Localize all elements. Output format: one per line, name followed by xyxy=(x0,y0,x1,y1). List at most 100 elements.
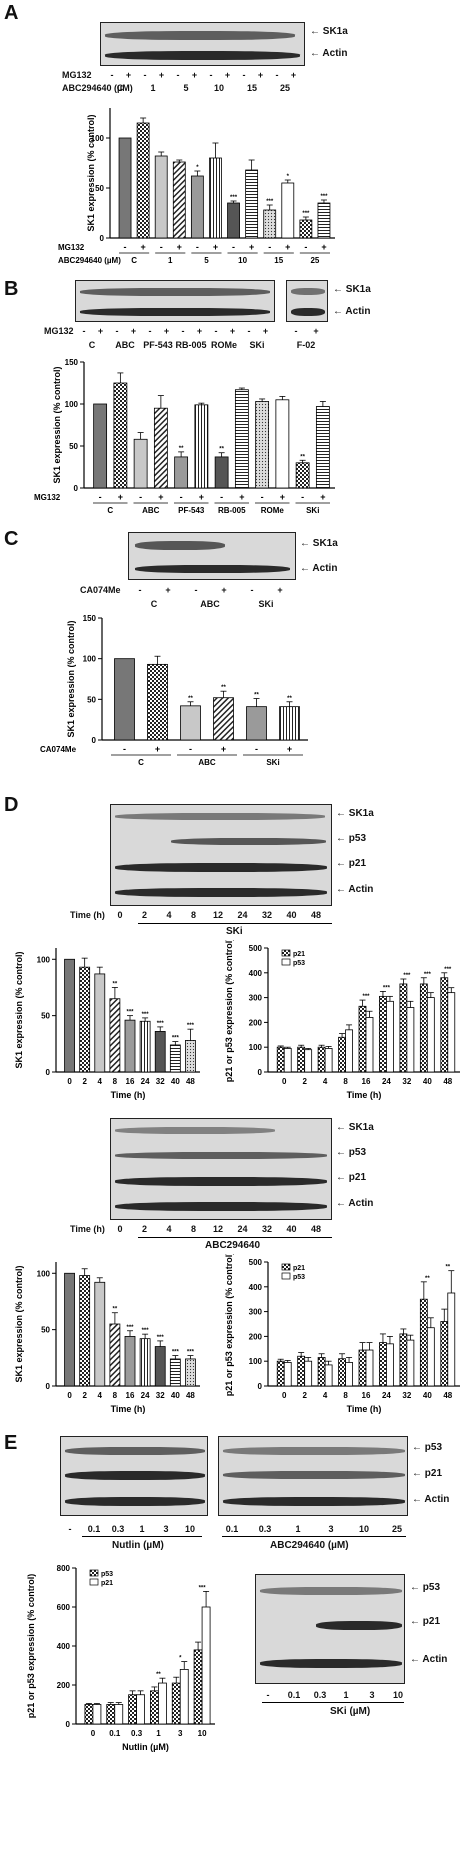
band-label-actin-c: ← Actin xyxy=(300,563,338,574)
legend-label: p53 xyxy=(293,960,305,967)
abc-dose: 15 xyxy=(246,83,257,93)
y-tick-label: 500 xyxy=(249,944,263,953)
bar xyxy=(190,175,204,239)
nutlin-dose: 1 xyxy=(139,1524,145,1534)
chart-p21-p53-nutlin: 0 200 400 600 800 p21 or p53 expression (% co… xyxy=(26,1564,215,1752)
bar xyxy=(194,404,209,489)
x-tick-label: 0 xyxy=(67,1391,72,1400)
sign-label: - xyxy=(180,492,183,502)
x-tick-label: 24 xyxy=(382,1391,391,1400)
sign-label: + xyxy=(177,242,182,252)
y-tick-label: 200 xyxy=(249,1332,263,1341)
abc-dose: 1 xyxy=(295,1524,301,1534)
time-point: 32 xyxy=(261,1224,272,1234)
bar xyxy=(179,1669,189,1725)
y-axis-label: p21 or p53 expression (% control) xyxy=(224,1254,234,1396)
nutlin-underline xyxy=(82,1536,202,1537)
significance-label: ** xyxy=(287,696,292,702)
bar xyxy=(283,1362,292,1387)
sign-label: - xyxy=(99,492,102,502)
band-d-ski-actin-label: ← Actin xyxy=(336,884,374,895)
bar xyxy=(440,977,449,1073)
western-blot-b xyxy=(75,280,275,322)
ski-dose: 1 xyxy=(343,1690,349,1700)
x-tick-label: 2 xyxy=(82,1391,87,1400)
group-label: SKi xyxy=(306,506,319,515)
nutlin-dose: 3 xyxy=(163,1524,169,1534)
band-e-ski-actin-label: ← Actin xyxy=(410,1654,448,1665)
ski-dose: 3 xyxy=(369,1690,375,1700)
band-d-ski-sk1a-label: ← SK1a xyxy=(336,808,374,819)
bar xyxy=(255,401,270,489)
y-tick-label: 0 xyxy=(46,1068,51,1077)
nutlin-dose: 10 xyxy=(184,1524,195,1534)
sign-label: - xyxy=(301,492,304,502)
treatment-label: RB-005 xyxy=(175,340,207,350)
x-tick-label: 48 xyxy=(186,1077,195,1086)
y-tick-label: 400 xyxy=(249,969,263,978)
x-tick-label: 0 xyxy=(282,1391,287,1400)
sign-label: - xyxy=(196,242,199,252)
nutlin-label-e: Nutlin (µM) xyxy=(112,1540,164,1551)
significance-label: *** xyxy=(157,1021,165,1027)
ca074me-sign: - xyxy=(194,585,198,595)
significance-label: ** xyxy=(188,696,193,702)
significance-label: ** xyxy=(179,446,184,452)
abc-dose: 25 xyxy=(391,1524,402,1534)
bar xyxy=(419,983,428,1073)
sign-label: - xyxy=(124,242,127,252)
y-tick-label: 50 xyxy=(69,442,78,451)
y-tick-label: 100 xyxy=(37,1269,51,1278)
ca074me-sign: - xyxy=(250,585,254,595)
x-tick-label: 24 xyxy=(382,1077,391,1086)
legend-label: p21 xyxy=(293,1265,305,1272)
significance-label: *** xyxy=(230,195,238,201)
bar xyxy=(245,169,259,239)
bar xyxy=(317,1357,326,1387)
group-label: C xyxy=(107,506,113,515)
x-axis-label: Nutlin (µM) xyxy=(122,1742,169,1752)
drug-underline-d-ski xyxy=(138,923,332,924)
group-label: C xyxy=(138,758,144,767)
band-label-actin-a: ← Actin xyxy=(310,48,348,59)
bar xyxy=(154,1031,166,1073)
sign-label: + xyxy=(320,492,325,502)
group-label: ROMe xyxy=(261,506,285,515)
group-label: 25 xyxy=(310,256,319,265)
bar xyxy=(109,1323,121,1387)
bar xyxy=(201,1606,211,1725)
bar xyxy=(324,1048,333,1073)
bar xyxy=(275,399,290,489)
time-point: 12 xyxy=(212,1224,223,1234)
abc-underline xyxy=(222,1536,406,1537)
bar xyxy=(234,389,249,489)
bar xyxy=(124,1336,136,1387)
x-tick-label: 32 xyxy=(402,1391,411,1400)
bar xyxy=(94,1281,106,1387)
bar xyxy=(214,456,229,489)
y-tick-label: 50 xyxy=(41,1326,50,1335)
bar xyxy=(172,161,186,239)
group-label: RB-005 xyxy=(218,506,246,515)
bar xyxy=(169,1044,181,1073)
legend-swatch xyxy=(281,1272,291,1280)
x-tick-label: 16 xyxy=(126,1077,135,1086)
mg132-sign: + xyxy=(130,326,137,336)
western-blot-a xyxy=(100,22,305,66)
time-point: 0 xyxy=(117,1224,123,1234)
significance-label: *** xyxy=(403,973,411,979)
significance-label: ** xyxy=(113,1307,118,1313)
y-tick-label: 0 xyxy=(46,1382,51,1391)
time-point: 8 xyxy=(190,1224,196,1234)
band-label-sk1a-c: ← SK1a xyxy=(300,538,338,549)
mg132-sign: + xyxy=(257,70,264,80)
bar xyxy=(386,1343,394,1387)
band-d-abc-p53-label: ← p53 xyxy=(336,1147,367,1158)
western-blot-d-ski xyxy=(110,804,332,906)
bar xyxy=(106,1704,116,1725)
mg132-label-a: MG132 xyxy=(62,70,92,80)
y-tick-label: 150 xyxy=(83,614,97,623)
x-tick-label: 32 xyxy=(402,1077,411,1086)
group-label: 15 xyxy=(274,256,283,265)
